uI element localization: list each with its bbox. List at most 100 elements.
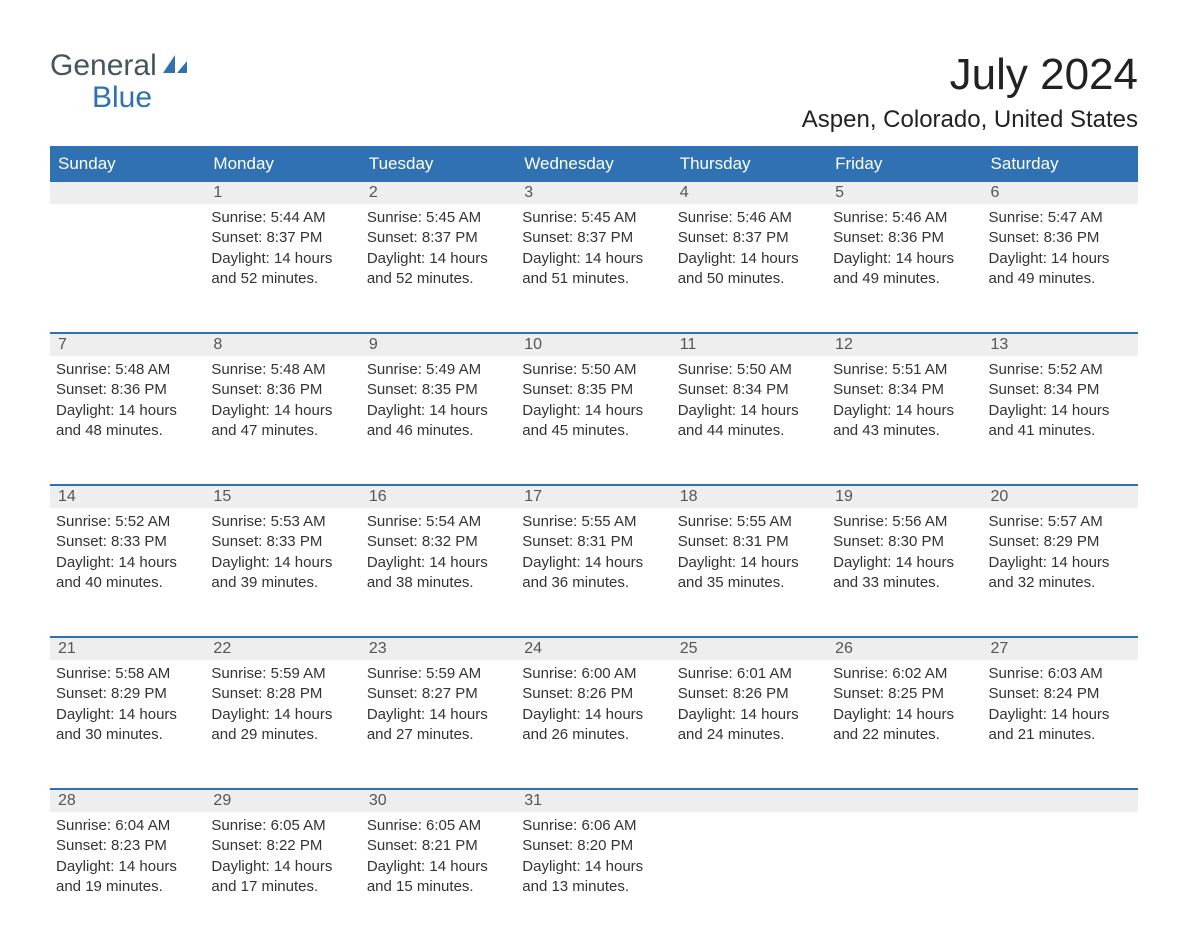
day-number: 23 xyxy=(361,638,516,660)
sunrise-line: Sunrise: 5:49 AM xyxy=(367,360,510,380)
sunset-line: Sunset: 8:32 PM xyxy=(367,532,510,552)
day-number: 29 xyxy=(205,790,360,812)
day-number: 11 xyxy=(672,334,827,356)
day-cell: Sunrise: 5:55 AMSunset: 8:31 PMDaylight:… xyxy=(516,508,671,608)
sunrise-line: Sunrise: 5:46 AM xyxy=(678,208,821,228)
daylight-line: Daylight: 14 hours and 47 minutes. xyxy=(211,401,354,442)
sunrise-line: Sunrise: 5:52 AM xyxy=(56,512,199,532)
sunset-line: Sunset: 8:36 PM xyxy=(989,228,1132,248)
day-of-week-cell: Friday xyxy=(827,146,982,182)
day-cell: Sunrise: 5:44 AMSunset: 8:37 PMDaylight:… xyxy=(205,204,360,304)
sunset-line: Sunset: 8:25 PM xyxy=(833,684,976,704)
sunset-line: Sunset: 8:28 PM xyxy=(211,684,354,704)
sunset-line: Sunset: 8:27 PM xyxy=(367,684,510,704)
week-row: Sunrise: 5:44 AMSunset: 8:37 PMDaylight:… xyxy=(50,204,1138,332)
sunset-line: Sunset: 8:20 PM xyxy=(522,836,665,856)
day-body: Sunrise: 5:44 AMSunset: 8:37 PMDaylight:… xyxy=(205,204,360,289)
daylight-line: Daylight: 14 hours and 24 minutes. xyxy=(678,705,821,746)
page: General Blue July 2024 Aspen, Colorado, … xyxy=(0,0,1188,940)
day-cell: Sunrise: 5:46 AMSunset: 8:36 PMDaylight:… xyxy=(827,204,982,304)
sunrise-line: Sunrise: 5:45 AM xyxy=(367,208,510,228)
day-cell: Sunrise: 5:57 AMSunset: 8:29 PMDaylight:… xyxy=(983,508,1138,608)
day-of-week-header: SundayMondayTuesdayWednesdayThursdayFrid… xyxy=(50,146,1138,182)
daylight-line: Daylight: 14 hours and 51 minutes. xyxy=(522,249,665,290)
day-cell: Sunrise: 5:55 AMSunset: 8:31 PMDaylight:… xyxy=(672,508,827,608)
day-cell: Sunrise: 5:47 AMSunset: 8:36 PMDaylight:… xyxy=(983,204,1138,304)
day-body: Sunrise: 5:58 AMSunset: 8:29 PMDaylight:… xyxy=(50,660,205,745)
day-cell: Sunrise: 5:52 AMSunset: 8:34 PMDaylight:… xyxy=(983,356,1138,456)
day-body: Sunrise: 5:50 AMSunset: 8:34 PMDaylight:… xyxy=(672,356,827,441)
day-number: 20 xyxy=(983,486,1138,508)
day-body: Sunrise: 5:52 AMSunset: 8:33 PMDaylight:… xyxy=(50,508,205,593)
day-body: Sunrise: 5:52 AMSunset: 8:34 PMDaylight:… xyxy=(983,356,1138,441)
day-number: 2 xyxy=(361,182,516,204)
day-body: Sunrise: 5:49 AMSunset: 8:35 PMDaylight:… xyxy=(361,356,516,441)
sunrise-line: Sunrise: 5:48 AM xyxy=(56,360,199,380)
daylight-line: Daylight: 14 hours and 40 minutes. xyxy=(56,553,199,594)
sunrise-line: Sunrise: 6:00 AM xyxy=(522,664,665,684)
day-number-strip: 21222324252627 xyxy=(50,636,1138,660)
day-number: 9 xyxy=(361,334,516,356)
location: Aspen, Colorado, United States xyxy=(802,106,1138,134)
sunset-line: Sunset: 8:22 PM xyxy=(211,836,354,856)
daylight-line: Daylight: 14 hours and 43 minutes. xyxy=(833,401,976,442)
sunset-line: Sunset: 8:29 PM xyxy=(989,532,1132,552)
day-cell: Sunrise: 5:50 AMSunset: 8:34 PMDaylight:… xyxy=(672,356,827,456)
sunrise-line: Sunrise: 6:06 AM xyxy=(522,816,665,836)
day-number: 30 xyxy=(361,790,516,812)
day-body: Sunrise: 5:55 AMSunset: 8:31 PMDaylight:… xyxy=(672,508,827,593)
day-body: Sunrise: 5:45 AMSunset: 8:37 PMDaylight:… xyxy=(516,204,671,289)
day-cell: Sunrise: 6:01 AMSunset: 8:26 PMDaylight:… xyxy=(672,660,827,760)
sunset-line: Sunset: 8:21 PM xyxy=(367,836,510,856)
logo-word-2: Blue xyxy=(50,82,189,114)
daylight-line: Daylight: 14 hours and 30 minutes. xyxy=(56,705,199,746)
sunset-line: Sunset: 8:34 PM xyxy=(989,380,1132,400)
day-body: Sunrise: 5:48 AMSunset: 8:36 PMDaylight:… xyxy=(205,356,360,441)
day-number: 22 xyxy=(205,638,360,660)
day-body: Sunrise: 5:56 AMSunset: 8:30 PMDaylight:… xyxy=(827,508,982,593)
month-title: July 2024 xyxy=(802,50,1138,100)
sunset-line: Sunset: 8:35 PM xyxy=(367,380,510,400)
day-of-week-cell: Tuesday xyxy=(361,146,516,182)
day-body: Sunrise: 5:55 AMSunset: 8:31 PMDaylight:… xyxy=(516,508,671,593)
sunrise-line: Sunrise: 5:48 AM xyxy=(211,360,354,380)
daylight-line: Daylight: 14 hours and 46 minutes. xyxy=(367,401,510,442)
day-number: 27 xyxy=(983,638,1138,660)
day-cell: Sunrise: 5:56 AMSunset: 8:30 PMDaylight:… xyxy=(827,508,982,608)
sunset-line: Sunset: 8:26 PM xyxy=(678,684,821,704)
empty-day-cell xyxy=(827,812,982,912)
day-cell: Sunrise: 6:05 AMSunset: 8:22 PMDaylight:… xyxy=(205,812,360,912)
day-cell: Sunrise: 5:51 AMSunset: 8:34 PMDaylight:… xyxy=(827,356,982,456)
sunrise-line: Sunrise: 5:45 AM xyxy=(522,208,665,228)
sunrise-line: Sunrise: 5:56 AM xyxy=(833,512,976,532)
day-cell: Sunrise: 5:50 AMSunset: 8:35 PMDaylight:… xyxy=(516,356,671,456)
daylight-line: Daylight: 14 hours and 49 minutes. xyxy=(833,249,976,290)
day-cell: Sunrise: 6:06 AMSunset: 8:20 PMDaylight:… xyxy=(516,812,671,912)
sunset-line: Sunset: 8:24 PM xyxy=(989,684,1132,704)
sunset-line: Sunset: 8:35 PM xyxy=(522,380,665,400)
day-body: Sunrise: 5:53 AMSunset: 8:33 PMDaylight:… xyxy=(205,508,360,593)
day-body: Sunrise: 5:51 AMSunset: 8:34 PMDaylight:… xyxy=(827,356,982,441)
daylight-line: Daylight: 14 hours and 17 minutes. xyxy=(211,857,354,898)
daylight-line: Daylight: 14 hours and 26 minutes. xyxy=(522,705,665,746)
day-cell: Sunrise: 5:45 AMSunset: 8:37 PMDaylight:… xyxy=(361,204,516,304)
sunrise-line: Sunrise: 5:59 AM xyxy=(211,664,354,684)
day-number: 17 xyxy=(516,486,671,508)
day-body: Sunrise: 5:48 AMSunset: 8:36 PMDaylight:… xyxy=(50,356,205,441)
sunset-line: Sunset: 8:30 PM xyxy=(833,532,976,552)
day-of-week-cell: Sunday xyxy=(50,146,205,182)
day-cell: Sunrise: 6:04 AMSunset: 8:23 PMDaylight:… xyxy=(50,812,205,912)
day-body: Sunrise: 6:01 AMSunset: 8:26 PMDaylight:… xyxy=(672,660,827,745)
daylight-line: Daylight: 14 hours and 32 minutes. xyxy=(989,553,1132,594)
week-row: Sunrise: 5:58 AMSunset: 8:29 PMDaylight:… xyxy=(50,660,1138,788)
daylight-line: Daylight: 14 hours and 29 minutes. xyxy=(211,705,354,746)
day-body: Sunrise: 5:59 AMSunset: 8:28 PMDaylight:… xyxy=(205,660,360,745)
sunset-line: Sunset: 8:37 PM xyxy=(678,228,821,248)
daylight-line: Daylight: 14 hours and 39 minutes. xyxy=(211,553,354,594)
day-body: Sunrise: 6:03 AMSunset: 8:24 PMDaylight:… xyxy=(983,660,1138,745)
title-block: July 2024 Aspen, Colorado, United States xyxy=(802,50,1138,134)
sunrise-line: Sunrise: 6:03 AM xyxy=(989,664,1132,684)
day-body: Sunrise: 5:57 AMSunset: 8:29 PMDaylight:… xyxy=(983,508,1138,593)
day-cell: Sunrise: 6:05 AMSunset: 8:21 PMDaylight:… xyxy=(361,812,516,912)
day-number: 10 xyxy=(516,334,671,356)
